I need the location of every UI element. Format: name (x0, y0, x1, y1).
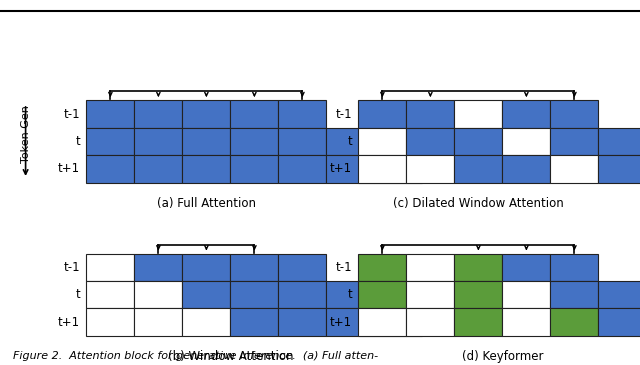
Bar (550, 281, 598, 308)
Bar (374, 155, 422, 182)
Text: t-1: t-1 (335, 108, 352, 120)
Bar (358, 308, 406, 336)
Text: t-1: t-1 (63, 108, 80, 120)
Bar (358, 155, 406, 182)
Bar (182, 254, 230, 281)
Bar (278, 128, 326, 155)
Text: Figure 2.  Attention block for generative inference.  (a) Full atten-: Figure 2. Attention block for generative… (13, 351, 378, 361)
Bar (278, 254, 326, 281)
Text: t-1: t-1 (335, 261, 352, 274)
Text: t: t (76, 288, 80, 301)
Bar (86, 281, 134, 308)
Text: t+1: t+1 (58, 162, 80, 175)
Bar (358, 281, 406, 308)
Bar (550, 308, 598, 336)
Bar (358, 128, 406, 155)
Text: Token Gen: Token Gen (20, 105, 31, 163)
Bar (230, 281, 278, 308)
Text: t-1: t-1 (63, 261, 80, 274)
Text: t+1: t+1 (58, 316, 80, 329)
Bar (550, 155, 598, 182)
Bar (326, 128, 374, 155)
Bar (598, 128, 640, 155)
Bar (278, 308, 326, 336)
Text: t: t (348, 288, 352, 301)
Bar (598, 155, 640, 182)
Bar (550, 128, 598, 155)
Bar (502, 128, 550, 155)
Bar (454, 254, 502, 281)
Bar (278, 281, 326, 308)
Bar (134, 254, 182, 281)
Bar (86, 155, 134, 182)
Text: (b) Window Attention: (b) Window Attention (168, 350, 293, 364)
Bar (134, 100, 182, 128)
Text: t: t (348, 135, 352, 148)
Bar (550, 100, 598, 128)
Bar (230, 155, 278, 182)
Text: t+1: t+1 (330, 316, 352, 329)
Bar (406, 254, 454, 281)
Text: t: t (76, 135, 80, 148)
Bar (278, 100, 326, 128)
Bar (134, 128, 182, 155)
Text: (a) Full Attention: (a) Full Attention (157, 197, 256, 210)
Text: (c) Dilated Window Attention: (c) Dilated Window Attention (393, 197, 564, 210)
Bar (502, 254, 550, 281)
Bar (182, 308, 230, 336)
Bar (134, 281, 182, 308)
Bar (182, 128, 230, 155)
Bar (182, 281, 230, 308)
Bar (454, 155, 502, 182)
Bar (598, 281, 640, 308)
Bar (230, 308, 278, 336)
Bar (406, 308, 454, 336)
Bar (86, 128, 134, 155)
Bar (598, 308, 640, 336)
Bar (326, 155, 374, 182)
Bar (358, 254, 406, 281)
Bar (326, 308, 374, 336)
Bar (230, 254, 278, 281)
Bar (374, 308, 422, 336)
Bar (86, 308, 134, 336)
Bar (454, 281, 502, 308)
Bar (406, 155, 454, 182)
Text: (d) Keyformer: (d) Keyformer (461, 350, 543, 364)
Bar (86, 254, 134, 281)
Bar (454, 308, 502, 336)
Bar (502, 308, 550, 336)
Text: t+1: t+1 (330, 162, 352, 175)
Bar (134, 155, 182, 182)
Bar (230, 100, 278, 128)
Bar (134, 308, 182, 336)
Bar (406, 281, 454, 308)
Bar (326, 281, 374, 308)
Bar (502, 100, 550, 128)
Bar (278, 155, 326, 182)
Bar (454, 100, 502, 128)
Bar (406, 128, 454, 155)
Bar (230, 128, 278, 155)
Bar (182, 155, 230, 182)
Bar (454, 128, 502, 155)
Bar (406, 100, 454, 128)
Bar (502, 155, 550, 182)
Bar (550, 254, 598, 281)
Bar (502, 281, 550, 308)
Bar (182, 100, 230, 128)
Bar (86, 100, 134, 128)
Bar (358, 100, 406, 128)
